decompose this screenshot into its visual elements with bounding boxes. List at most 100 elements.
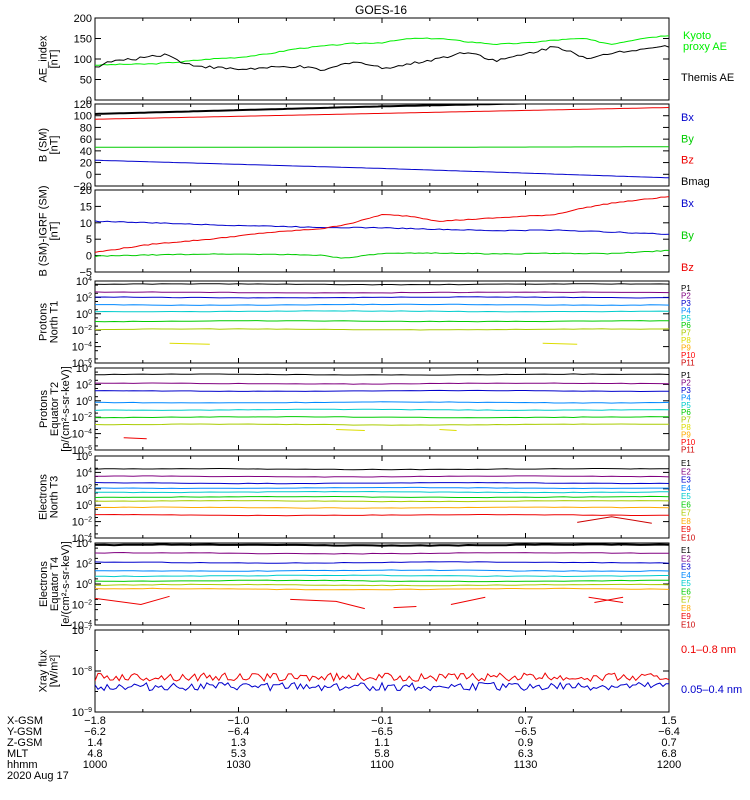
y-tick-label: 102: [76, 379, 92, 391]
series-e9c: [393, 606, 417, 609]
x-tick-value: 6.3: [518, 748, 533, 760]
y-tick-label: 15: [80, 201, 92, 213]
y-axis-label: [nT]: [49, 222, 61, 241]
legend-entry: P5: [681, 401, 691, 410]
legend-entry: E10: [681, 620, 696, 629]
series-e8: [95, 587, 669, 591]
y-tick-label: 100: [76, 396, 92, 408]
legend-entry: E7: [681, 509, 691, 518]
y-axis-label: [p/(cm²-s-sr-keV)]: [60, 366, 72, 452]
x-tick-value: 1.4: [87, 737, 102, 749]
y-tick-label: 100: [76, 500, 92, 512]
legend-entry: Themis AE: [681, 72, 734, 84]
legend-entry: 0.05–0.4 nm: [681, 684, 742, 696]
series-e8: [95, 506, 669, 509]
y-tick-label: 102: [76, 292, 92, 304]
y-axis-label: North T1: [49, 301, 61, 344]
series-e6: [95, 495, 669, 499]
panel-bigrf: −5 0 5 10 15 20 B (SM)-IGRF (SM) [nT] Bx By Bz: [38, 185, 695, 279]
series-p8: [336, 429, 457, 431]
y-tick-label: −5: [79, 267, 92, 279]
legend-entry: P10: [681, 438, 696, 447]
legend-entry: E4: [681, 484, 691, 493]
legend-entry: 0.1–0.8 nm: [681, 644, 736, 656]
y-axis-label: [nT]: [49, 50, 61, 69]
series-e9a: [95, 595, 170, 606]
legend-entry: E8: [681, 517, 691, 526]
series-by: [95, 146, 669, 148]
y-tick-label: 0: [86, 251, 92, 263]
legend-entry: Bx: [681, 198, 694, 210]
panel-frame: [94, 17, 670, 101]
legend-entry: P1: [681, 371, 691, 380]
legend-entry: E6: [681, 587, 691, 596]
panel-xray: 10−9 10−8 10−7 Xray flux [W/m²] 0.1–0.8 nm 0.0…: [38, 625, 743, 719]
series-p6: [95, 320, 669, 323]
x-row-label: hhmm: [7, 759, 38, 771]
y-axis-label: B (SM): [38, 128, 50, 162]
legend-entry: P6: [681, 408, 691, 417]
x-tick-value: −6.2: [84, 726, 106, 738]
series-e9b: [290, 598, 365, 610]
series-p3: [95, 296, 669, 299]
series-e9e: [588, 596, 624, 603]
series-e1: [95, 467, 669, 471]
legend-entry: P2: [681, 291, 691, 300]
legend-entry: P7: [681, 416, 691, 425]
legend-entry: E2: [681, 467, 691, 476]
legend-entry: By: [681, 230, 694, 242]
y-tick-label: 10−6: [72, 445, 92, 457]
series-p7: [95, 328, 669, 331]
series-e9: [95, 513, 669, 517]
legend-entry: By: [681, 133, 694, 145]
legend-entry: E9: [681, 525, 691, 534]
x-tick-value: 1.1: [374, 737, 389, 749]
y-tick-label: 10−2: [72, 517, 92, 529]
x-row-label: 2020 Aug 17: [7, 770, 69, 782]
series-e4: [95, 486, 669, 490]
panel-frame: [94, 542, 670, 626]
x-tick-value: 4.8: [87, 748, 102, 760]
series-e2: [95, 551, 669, 555]
series-e9d: [450, 596, 486, 605]
series-p5: [95, 310, 669, 313]
series-by: [95, 249, 669, 259]
y-tick-label: 102: [76, 559, 92, 571]
legend-entry: P4: [681, 306, 691, 315]
panel-prot_t2: 10−6 10−4 10−2 100 102 104 Protons Equator T2 [p…: [38, 363, 696, 457]
legend-entry: P5: [681, 314, 691, 323]
series-p3: [95, 389, 669, 393]
y-tick-label: 104: [76, 276, 92, 288]
x-tick-value: 1100: [370, 759, 394, 771]
series-p8: [169, 342, 578, 345]
legend-entry: P6: [681, 321, 691, 330]
series-bz: [95, 107, 669, 120]
series-kyoto-proxy-ae: [95, 35, 669, 66]
legend-entry: E5: [681, 492, 691, 501]
y-axis-label: Protons: [38, 303, 50, 341]
series-themis-ae: [95, 45, 669, 72]
x-tick-value: −1.0: [228, 715, 250, 727]
y-axis-label: Electrons: [38, 561, 50, 607]
x-tick-value: 5.8: [374, 748, 389, 760]
x-tick-value: 0.7: [518, 715, 533, 727]
y-tick-label: 10−7: [72, 625, 92, 637]
y-axis-label: Equator T2: [49, 382, 61, 436]
series-e1: [95, 543, 669, 547]
x-tick-value: 1200: [657, 759, 681, 771]
legend-entry: P8: [681, 336, 691, 345]
series-p2: [95, 291, 669, 294]
legend-entry: E8: [681, 604, 691, 613]
series-e3: [95, 561, 669, 564]
legend-entry: E7: [681, 596, 691, 605]
x-tick-value: 1.3: [231, 737, 246, 749]
y-tick-label: 102: [76, 484, 92, 496]
legend-entry: P1: [681, 284, 691, 293]
legend-entry: P7: [681, 329, 691, 338]
legend-entry: Bz: [681, 155, 694, 167]
y-tick-label: 10−2: [72, 412, 92, 424]
series-e9f: [594, 596, 624, 603]
y-tick-label: 106: [76, 451, 92, 463]
